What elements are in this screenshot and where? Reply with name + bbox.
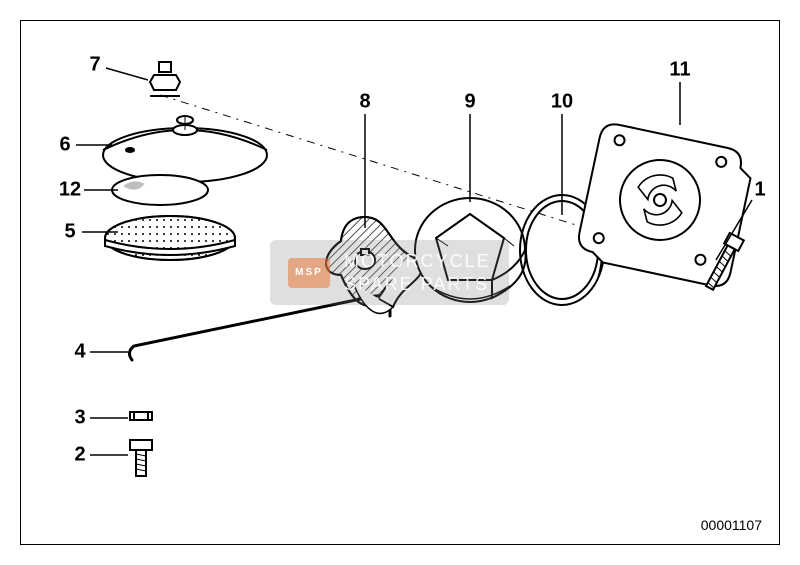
callout-3: 3 [74, 407, 85, 430]
part-12-disc [112, 175, 208, 205]
part-3-washer [130, 412, 152, 420]
callout-9: 9 [464, 91, 475, 114]
callout-8: 8 [359, 91, 370, 114]
watermark: MSP MOTORCYCLE SPARE PARTS [270, 240, 509, 305]
callout-12: 12 [59, 179, 81, 202]
watermark-line1: MOTORCYCLE [344, 250, 491, 273]
watermark-logo: MSP [288, 258, 330, 288]
callout-11: 11 [669, 59, 690, 82]
diagram-canvas: 1 2 3 4 5 6 7 8 9 10 11 12 00001107 MSP … [0, 0, 800, 565]
part-5-strainer [105, 216, 235, 260]
callout-10: 10 [551, 91, 573, 114]
document-id: 00001107 [701, 517, 762, 533]
part-2-screw [130, 440, 152, 476]
callout-6: 6 [59, 134, 70, 157]
callout-4: 4 [74, 341, 85, 364]
callout-2: 2 [74, 444, 85, 467]
callout-7: 7 [89, 54, 100, 77]
part-6-cover [103, 116, 267, 182]
part-4-wire-clip [129, 296, 390, 360]
callout-1: 1 [754, 179, 765, 202]
part-7-cap-nut [150, 62, 180, 96]
callout-5: 5 [64, 221, 75, 244]
watermark-line2: SPARE PARTS [344, 273, 491, 296]
